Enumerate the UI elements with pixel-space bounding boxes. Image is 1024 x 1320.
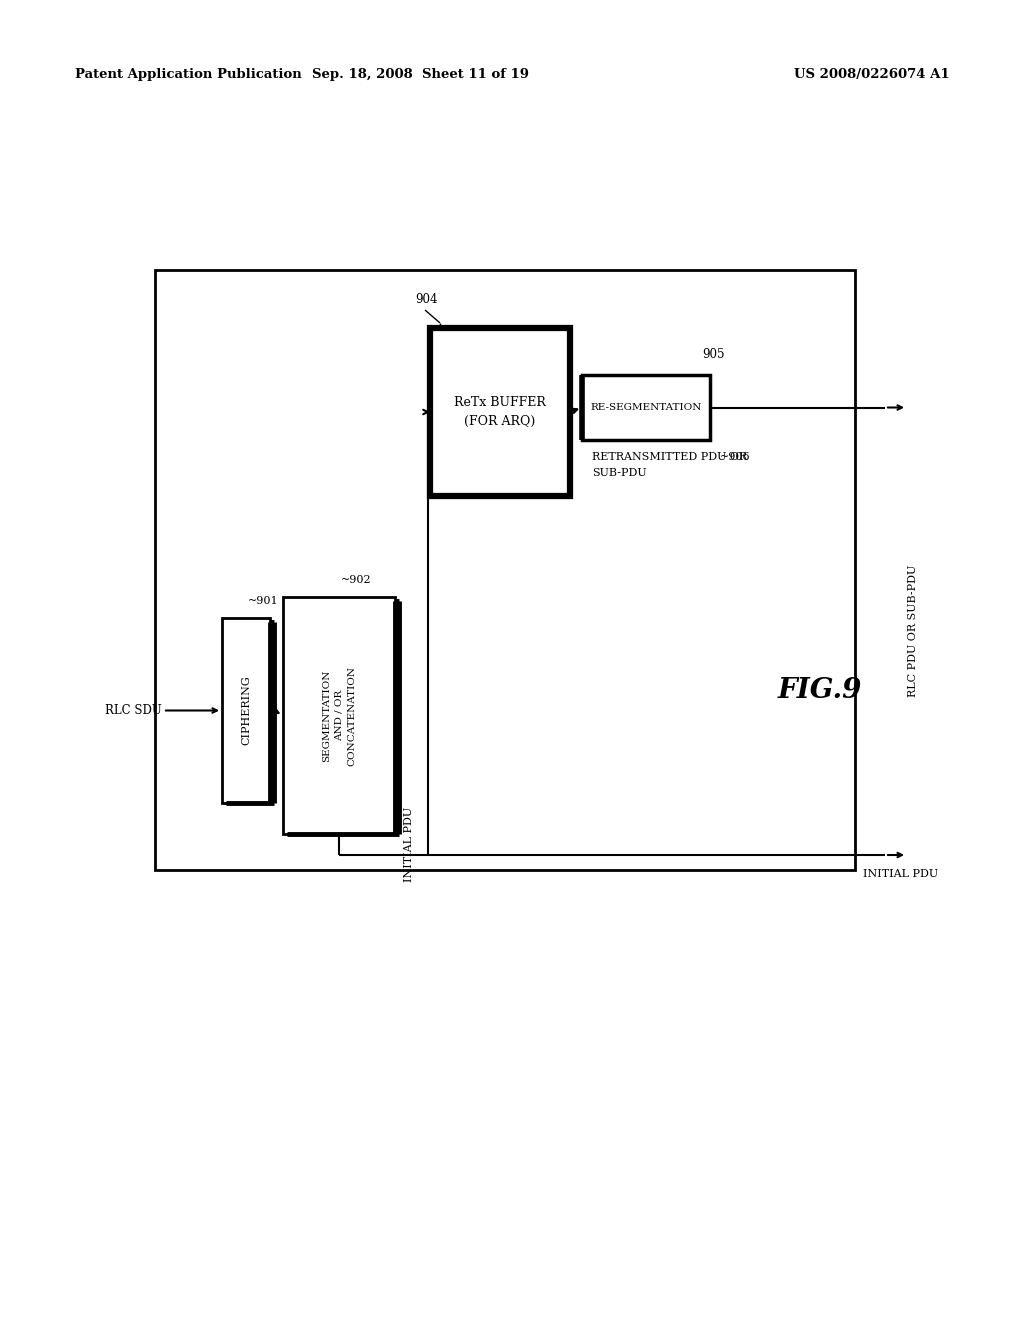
Text: SUB-PDU: SUB-PDU — [592, 469, 646, 478]
Text: INITIAL PDU: INITIAL PDU — [863, 869, 938, 879]
Text: Patent Application Publication: Patent Application Publication — [75, 69, 302, 81]
Text: SEGMENTATION
AND / OR
CONCATENATION: SEGMENTATION AND / OR CONCATENATION — [322, 665, 356, 766]
Text: RLC PDU OR SUB-PDU: RLC PDU OR SUB-PDU — [908, 565, 918, 697]
Bar — [430, 327, 570, 496]
Text: INITIAL PDU: INITIAL PDU — [404, 807, 414, 882]
Text: ~906: ~906 — [720, 451, 751, 462]
Bar — [222, 618, 270, 803]
Text: 904: 904 — [415, 293, 437, 306]
Text: 905: 905 — [702, 348, 725, 360]
Text: RE-SEGMENTATION: RE-SEGMENTATION — [590, 403, 701, 412]
Bar — [283, 597, 395, 834]
Text: ~902: ~902 — [341, 576, 372, 585]
Bar — [155, 271, 855, 870]
Text: RLC SDU: RLC SDU — [105, 704, 162, 717]
Bar — [582, 375, 710, 440]
Text: ~901: ~901 — [248, 597, 279, 606]
Text: ReTx BUFFER
(FOR ARQ): ReTx BUFFER (FOR ARQ) — [454, 396, 546, 428]
Text: FIG.9: FIG.9 — [778, 676, 862, 704]
Text: RETRANSMITTED PDU OR: RETRANSMITTED PDU OR — [592, 451, 748, 462]
Text: CIPHERING: CIPHERING — [241, 676, 251, 746]
Text: Sep. 18, 2008  Sheet 11 of 19: Sep. 18, 2008 Sheet 11 of 19 — [311, 69, 528, 81]
Text: US 2008/0226074 A1: US 2008/0226074 A1 — [795, 69, 950, 81]
